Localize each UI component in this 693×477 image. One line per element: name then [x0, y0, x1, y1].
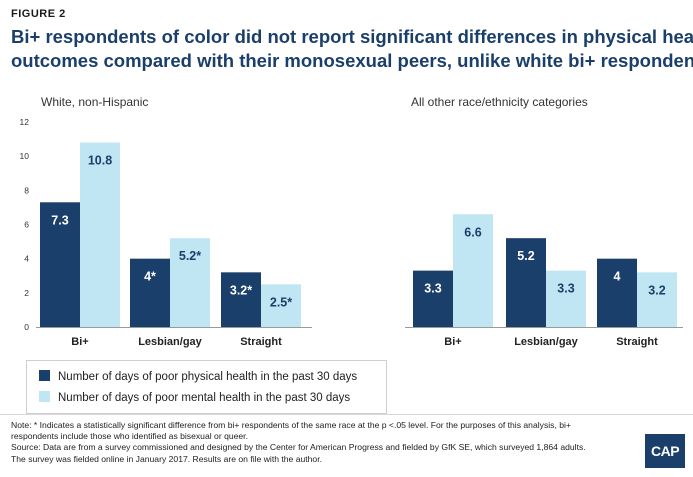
- legend-item-mental: Number of days of poor mental health in …: [39, 391, 350, 404]
- data-label-other-physical-1: 5.2: [517, 249, 534, 263]
- category-label-other-1: Lesbian/gay: [514, 336, 578, 348]
- legend: Number of days of poor physical health i…: [26, 360, 387, 414]
- bar-other-mental-0: [453, 214, 493, 327]
- bar-white-mental-2: [261, 284, 301, 327]
- y-tick-label-8: 8: [24, 185, 29, 195]
- notes: Note: * Indicates a statistically signif…: [11, 420, 631, 465]
- y-tick-label-6: 6: [24, 220, 29, 230]
- bar-white-physical-1: [130, 258, 170, 327]
- legend-label-physical: Number of days of poor physical health i…: [58, 371, 358, 383]
- note-line-4: The survey was fielded online in January…: [11, 453, 322, 464]
- category-label-white-0: Bi+: [71, 336, 88, 348]
- bar-white-mental-1: [170, 238, 210, 327]
- note-line-1: Note: * Indicates a statistically signif…: [11, 420, 571, 430]
- y-tick-label-0: 0: [24, 322, 29, 332]
- bar-other-mental-2: [637, 272, 677, 327]
- y-tick-label-10: 10: [20, 151, 30, 161]
- y-tick-label-4: 4: [24, 254, 29, 264]
- panel-title-other-race: All other race/ethnicity categories: [411, 95, 588, 109]
- legend-label-mental: Number of days of poor mental health in …: [58, 392, 351, 404]
- bar-other-physical-0: [413, 270, 453, 327]
- data-label-white-physical-1: 4*: [144, 270, 156, 284]
- divider: [0, 414, 693, 415]
- category-label-other-2: Straight: [616, 336, 658, 348]
- bar-other-physical-1: [506, 238, 546, 327]
- figure-label: FIGURE 2: [11, 8, 66, 20]
- title-line-2: outcomes compared with their monosexual …: [11, 50, 693, 71]
- legend-swatch-physical: [39, 370, 50, 381]
- note-line-3: Source: Data are from a survey commissio…: [11, 442, 586, 453]
- data-label-other-mental-1: 3.3: [557, 282, 574, 296]
- bar-white-mental-0: [80, 142, 120, 327]
- data-label-white-mental-0: 10.8: [88, 154, 112, 168]
- category-label-white-2: Straight: [240, 336, 282, 348]
- data-label-other-physical-0: 3.3: [424, 282, 441, 296]
- bar-white-physical-2: [221, 272, 261, 327]
- cap-logo: CAP: [645, 434, 685, 468]
- data-label-other-mental-2: 3.2: [648, 283, 665, 297]
- data-label-white-mental-2: 2.5*: [270, 295, 292, 309]
- data-label-white-physical-0: 7.3: [51, 213, 68, 227]
- category-label-white-1: Lesbian/gay: [138, 336, 202, 348]
- category-label-other-0: Bi+: [444, 336, 461, 348]
- title-line-1: Bi+ respondents of color did not report …: [11, 26, 693, 47]
- bar-other-mental-1: [546, 270, 586, 327]
- data-label-other-mental-0: 6.6: [464, 225, 481, 239]
- data-label-white-mental-1: 5.2*: [179, 249, 201, 263]
- data-label-white-physical-2: 3.2*: [230, 283, 252, 297]
- data-label-other-physical-2: 4: [614, 270, 621, 284]
- legend-swatch-mental: [39, 391, 50, 402]
- bar-white-physical-0: [40, 202, 80, 327]
- note-line-2: respondents include those who identified…: [11, 431, 248, 442]
- figure-title: Bi+ respondents of color did not report …: [11, 25, 693, 73]
- y-tick-label-2: 2: [24, 288, 29, 298]
- panel-title-white: White, non-Hispanic: [41, 95, 149, 109]
- legend-item-physical: Number of days of poor physical health i…: [39, 370, 357, 383]
- y-tick-label-12: 12: [20, 117, 30, 127]
- bar-other-physical-2: [597, 258, 637, 327]
